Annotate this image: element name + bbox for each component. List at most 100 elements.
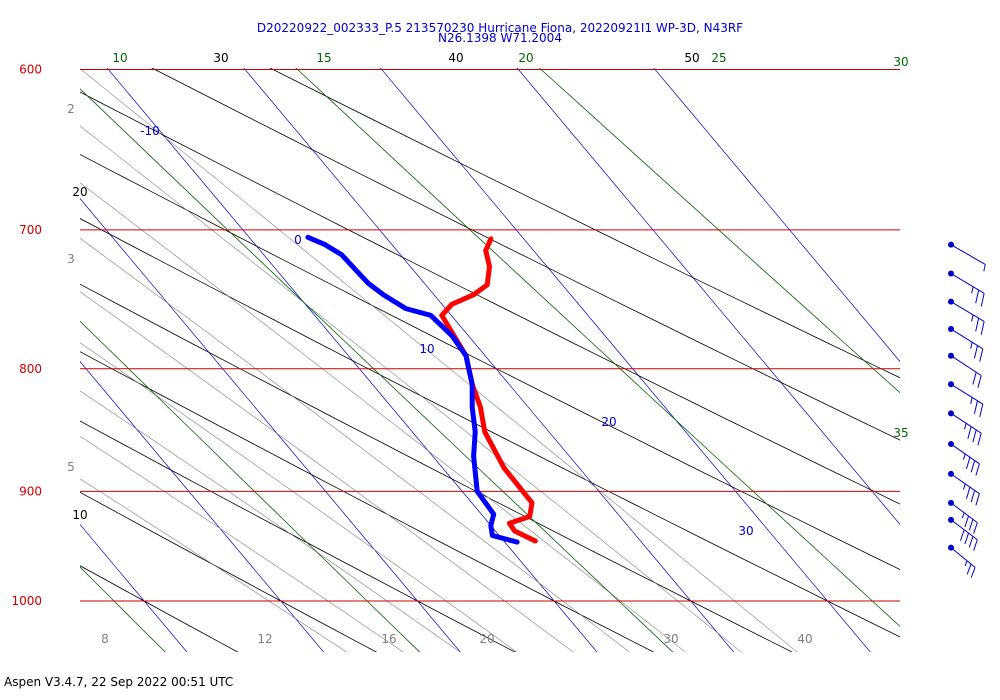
isotherm-line xyxy=(80,523,188,652)
wind-barb-half xyxy=(970,342,973,349)
wind-barb xyxy=(948,410,982,446)
moist-adiabat-line xyxy=(80,68,798,652)
isotherm-line xyxy=(106,68,598,652)
wind-barb-full xyxy=(968,519,974,531)
moist-adiabat-label: 40 xyxy=(797,632,812,646)
pressure-label-600: 600 xyxy=(19,63,42,77)
wind-barb-full xyxy=(970,460,976,473)
wind-barb-full xyxy=(972,429,977,443)
wind-barb xyxy=(948,241,986,272)
wind-barb-full xyxy=(960,529,965,541)
isotherm-label: 10 xyxy=(419,342,434,356)
wind-barb-half xyxy=(962,483,966,490)
dry-adiabat-line xyxy=(80,283,793,652)
mixing-ratio-label: 30 xyxy=(893,55,908,69)
dry-adiabat-label: 50 xyxy=(684,51,699,65)
wind-barb-half xyxy=(964,560,968,567)
mixing-ratio-line xyxy=(80,566,166,652)
moist-adiabat-label: 8 xyxy=(101,632,109,646)
wind-barb-half xyxy=(962,453,966,460)
dry-adiabat-line xyxy=(151,68,900,441)
isotherm-label: 30 xyxy=(738,524,753,538)
dry-adiabat-line xyxy=(80,218,900,638)
wind-barb-full xyxy=(979,348,984,362)
moist-adiabat-label: 2 xyxy=(67,102,75,116)
wind-barb-staff xyxy=(950,355,982,376)
wind-barb xyxy=(948,352,982,388)
pressure-label-900: 900 xyxy=(19,484,42,498)
wind-barb-half xyxy=(963,423,967,430)
dry-adiabat-line xyxy=(80,91,900,505)
wind-barb-half xyxy=(961,512,965,519)
mixing-ratio-label: 10 xyxy=(112,51,127,65)
chart-title: D20220922_002333_P.5 213570230 Hurricane… xyxy=(256,21,744,35)
wind-barb-full xyxy=(975,318,980,332)
mixing-ratio-line xyxy=(295,68,900,627)
wind-barb-full xyxy=(970,490,976,503)
moist-adiabat-label: 20 xyxy=(479,632,494,646)
wind-barb xyxy=(948,544,976,578)
wind-barb-full xyxy=(968,536,974,548)
isotherm-label: 20 xyxy=(601,415,616,429)
wind-barb-full xyxy=(965,457,971,470)
isotherm-line xyxy=(380,68,871,652)
dry-adiabat-line xyxy=(80,491,378,652)
wind-barb xyxy=(948,270,985,307)
mixing-ratio-line xyxy=(538,68,900,394)
moist-adiabat-label: 16 xyxy=(381,632,396,646)
wind-barb-staff xyxy=(950,328,984,350)
isotherm-label: -10 xyxy=(140,124,160,138)
wind-barb-full xyxy=(975,463,980,476)
dewpoint-profile xyxy=(305,234,520,545)
wind-barb-staff xyxy=(950,244,986,265)
dry-adiabat-label: 20 xyxy=(72,185,87,199)
wind-barb xyxy=(948,441,980,476)
dry-adiabat-line xyxy=(80,153,900,571)
moist-adiabat-line xyxy=(80,237,630,652)
wind-barb-full xyxy=(973,400,978,414)
dry-adiabat-line xyxy=(80,351,655,652)
wind-barb-half xyxy=(970,397,973,405)
chart-subtitle: N26.1398 W71.2004 xyxy=(438,31,562,45)
wind-barb-full xyxy=(977,375,982,388)
wind-barb-full xyxy=(979,403,984,418)
wind-barb-half xyxy=(971,286,974,294)
dry-adiabat-line xyxy=(80,565,239,652)
wind-barb-full xyxy=(965,486,971,499)
dry-adiabat-label: 10 xyxy=(72,508,87,522)
mixing-ratio-line xyxy=(80,320,421,652)
moist-adiabat-line xyxy=(80,342,518,652)
mixing-ratio-label: 25 xyxy=(711,51,726,65)
isotherm-line xyxy=(243,68,735,652)
pressure-label-800: 800 xyxy=(19,362,42,376)
wind-barb-full xyxy=(967,426,972,439)
wind-barb-full xyxy=(970,567,976,578)
moist-adiabat-label: 5 xyxy=(67,460,75,474)
wind-barb-full xyxy=(980,321,985,335)
moist-adiabat-line xyxy=(80,435,404,652)
wind-barb-half xyxy=(983,264,986,272)
isotherm-line xyxy=(653,68,900,363)
wind-barb-staff xyxy=(950,412,982,434)
wind-barb xyxy=(948,326,984,362)
moist-adiabat-line xyxy=(80,125,742,652)
wind-barb-full xyxy=(980,293,985,307)
isotherm-line xyxy=(80,198,461,652)
moist-adiabat-line xyxy=(80,478,347,652)
mixing-ratio-line xyxy=(80,88,674,652)
wind-barb xyxy=(948,499,978,534)
wind-barb xyxy=(948,381,984,418)
pressure-label-1000: 1000 xyxy=(11,594,42,608)
footer-version: Aspen V3.4.7, 22 Sep 2022 00:51 UTC xyxy=(4,675,234,689)
pressure-label-700: 700 xyxy=(19,223,42,237)
moist-adiabat-line xyxy=(80,182,686,652)
dry-adiabat-line xyxy=(80,420,516,652)
wind-barb-full xyxy=(964,532,970,545)
dry-adiabat-line xyxy=(269,68,900,379)
wind-barb-full xyxy=(973,539,978,551)
wind-barb-full xyxy=(977,433,982,446)
wind-barb-full xyxy=(964,515,970,528)
wind-barb xyxy=(948,298,985,335)
